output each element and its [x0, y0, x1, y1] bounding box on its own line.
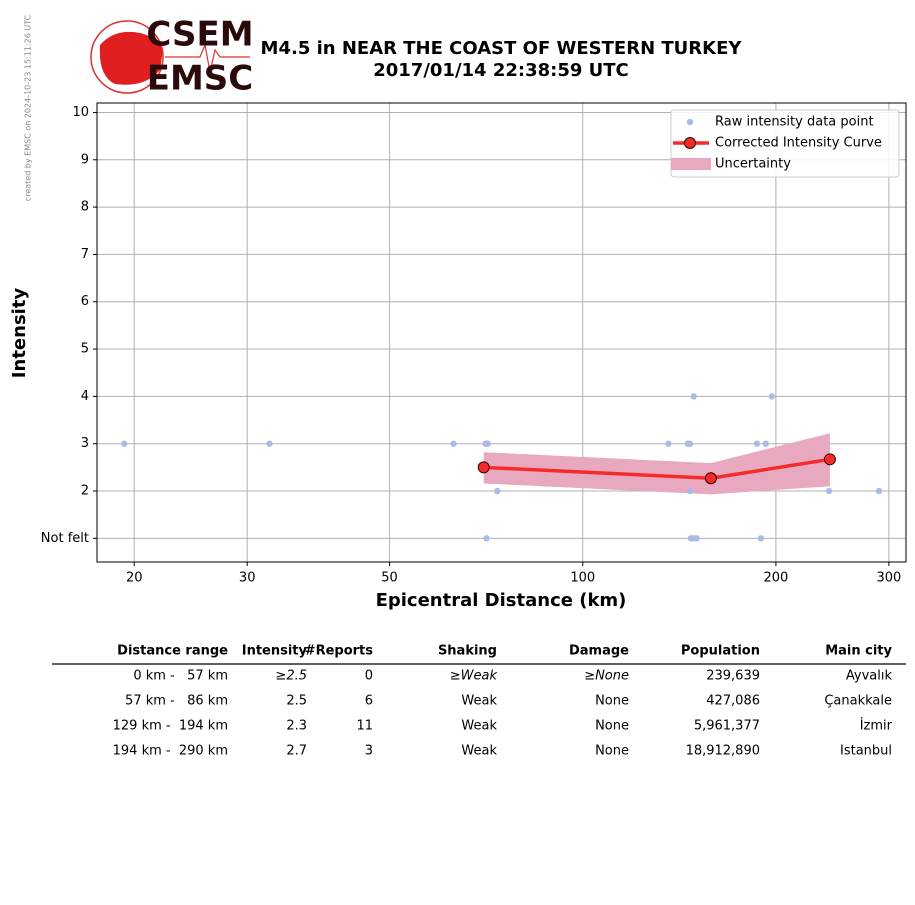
curve-marker	[477, 461, 490, 474]
table-cell: 427,086	[706, 694, 760, 709]
legend-box	[670, 109, 900, 178]
y-axis-label: Intensity	[9, 288, 30, 379]
table-header: #Reports	[305, 644, 374, 659]
raw-point	[494, 487, 501, 495]
table-cell: 3	[365, 744, 373, 759]
chart-title: M4.5 in NEAR THE COAST OF WESTERN TURKEY	[261, 38, 743, 59]
x-tick-label: 200	[763, 571, 788, 586]
table-header: Damage	[569, 644, 629, 659]
raw-point	[450, 440, 457, 447]
table-cell: 2.5	[286, 694, 307, 709]
raw-point	[665, 440, 672, 447]
curve-marker	[704, 472, 717, 485]
raw-point	[121, 440, 128, 447]
uncertainty-band	[483, 433, 830, 495]
table-header: Distance range	[117, 644, 228, 659]
table-cell: Weak	[461, 694, 497, 709]
raw-point	[757, 535, 765, 542]
raw-point	[693, 535, 700, 542]
y-tick-label: 8	[81, 200, 89, 215]
legend-marker	[671, 158, 711, 170]
y-tick-label: 6	[81, 294, 89, 309]
legend-label: Raw intensity data point	[715, 115, 874, 130]
legend-label: Uncertainty	[715, 157, 791, 172]
plot-frame	[96, 102, 907, 563]
y-tick-label: 2	[81, 484, 89, 499]
x-tick-label: 20	[126, 571, 143, 586]
table-cell: 0 km - 57 km	[133, 669, 228, 684]
table-cell: 11	[356, 719, 373, 734]
table-cell: ≥2.5	[275, 669, 307, 684]
legend-label: Corrected Intensity Curve	[715, 136, 882, 151]
table-cell: ≥None	[584, 669, 629, 684]
raw-point	[762, 440, 770, 447]
raw-point	[686, 440, 694, 447]
logo-bottom: EMSC	[147, 59, 254, 99]
table-cell: 2.7	[286, 744, 307, 759]
table-cell: None	[595, 719, 629, 734]
table-cell: None	[595, 694, 629, 709]
y-tick-label: 3	[81, 436, 89, 451]
table-cell: Weak	[461, 719, 497, 734]
logo-top: CSEM	[146, 15, 253, 55]
table-cell: 57 km - 86 km	[125, 694, 228, 709]
logo: CSEM EMSC	[90, 15, 254, 99]
raw-point	[825, 487, 833, 495]
table-cell: 2.3	[286, 719, 307, 734]
raw-point	[753, 440, 761, 447]
table-header: Main city	[825, 644, 892, 659]
x-tick-label: 50	[381, 571, 398, 586]
y-tick-label: 4	[81, 389, 89, 404]
table-cell: 5,961,377	[694, 719, 760, 734]
legend-marker	[684, 137, 696, 149]
raw-point	[686, 487, 694, 495]
table-cell: Weak	[461, 744, 497, 759]
side-note: created by EMSC on 2024-10-23 15:11:26 U…	[24, 14, 33, 201]
table-header: Population	[681, 644, 760, 659]
x-tick-label: 100	[570, 571, 595, 586]
table-cell: 6	[365, 694, 373, 709]
table-cell: 194 km - 290 km	[113, 744, 228, 759]
legend-marker	[686, 118, 694, 126]
table-cell: Çanakkale	[824, 694, 892, 709]
table-cell: Ayvalık	[846, 669, 893, 684]
table-cell: İzmir	[860, 718, 893, 734]
raw-point	[483, 535, 490, 542]
table-cell: ≥Weak	[450, 669, 498, 684]
table-cell: 129 km - 194 km	[113, 719, 228, 734]
chart-subtitle: 2017/01/14 22:38:59 UTC	[373, 60, 629, 81]
raw-point	[875, 487, 883, 495]
x-axis-label: Epicentral Distance (km)	[376, 590, 627, 611]
y-tick-label: 10	[72, 105, 89, 120]
table-cell: 239,639	[706, 669, 760, 684]
y-tick-label: Not felt	[41, 531, 89, 546]
table: Distance range Intensity#Reports Shaking Da…	[52, 644, 906, 759]
table-cell: None	[595, 744, 629, 759]
table-header: Shaking	[438, 644, 497, 659]
y-tick-label: 7	[81, 247, 89, 262]
raw-point	[266, 440, 273, 447]
table-header: Intensity	[242, 644, 308, 659]
table-cell: 18,912,890	[686, 744, 760, 759]
y-tick-label: 5	[81, 342, 89, 357]
raw-point	[690, 393, 697, 400]
raw-point	[484, 440, 491, 447]
x-tick-label: 300	[876, 571, 901, 586]
table-cell: Istanbul	[840, 744, 892, 759]
curve-marker	[823, 453, 836, 466]
y-tick-label: 9	[81, 152, 89, 167]
raw-point	[768, 393, 776, 400]
axes: Not felt 2 3 4 5 6 7 8 9 10 20 30 50 100 200 300	[41, 103, 906, 586]
table-cell: 0	[365, 669, 373, 684]
x-tick-label: 30	[239, 571, 256, 586]
